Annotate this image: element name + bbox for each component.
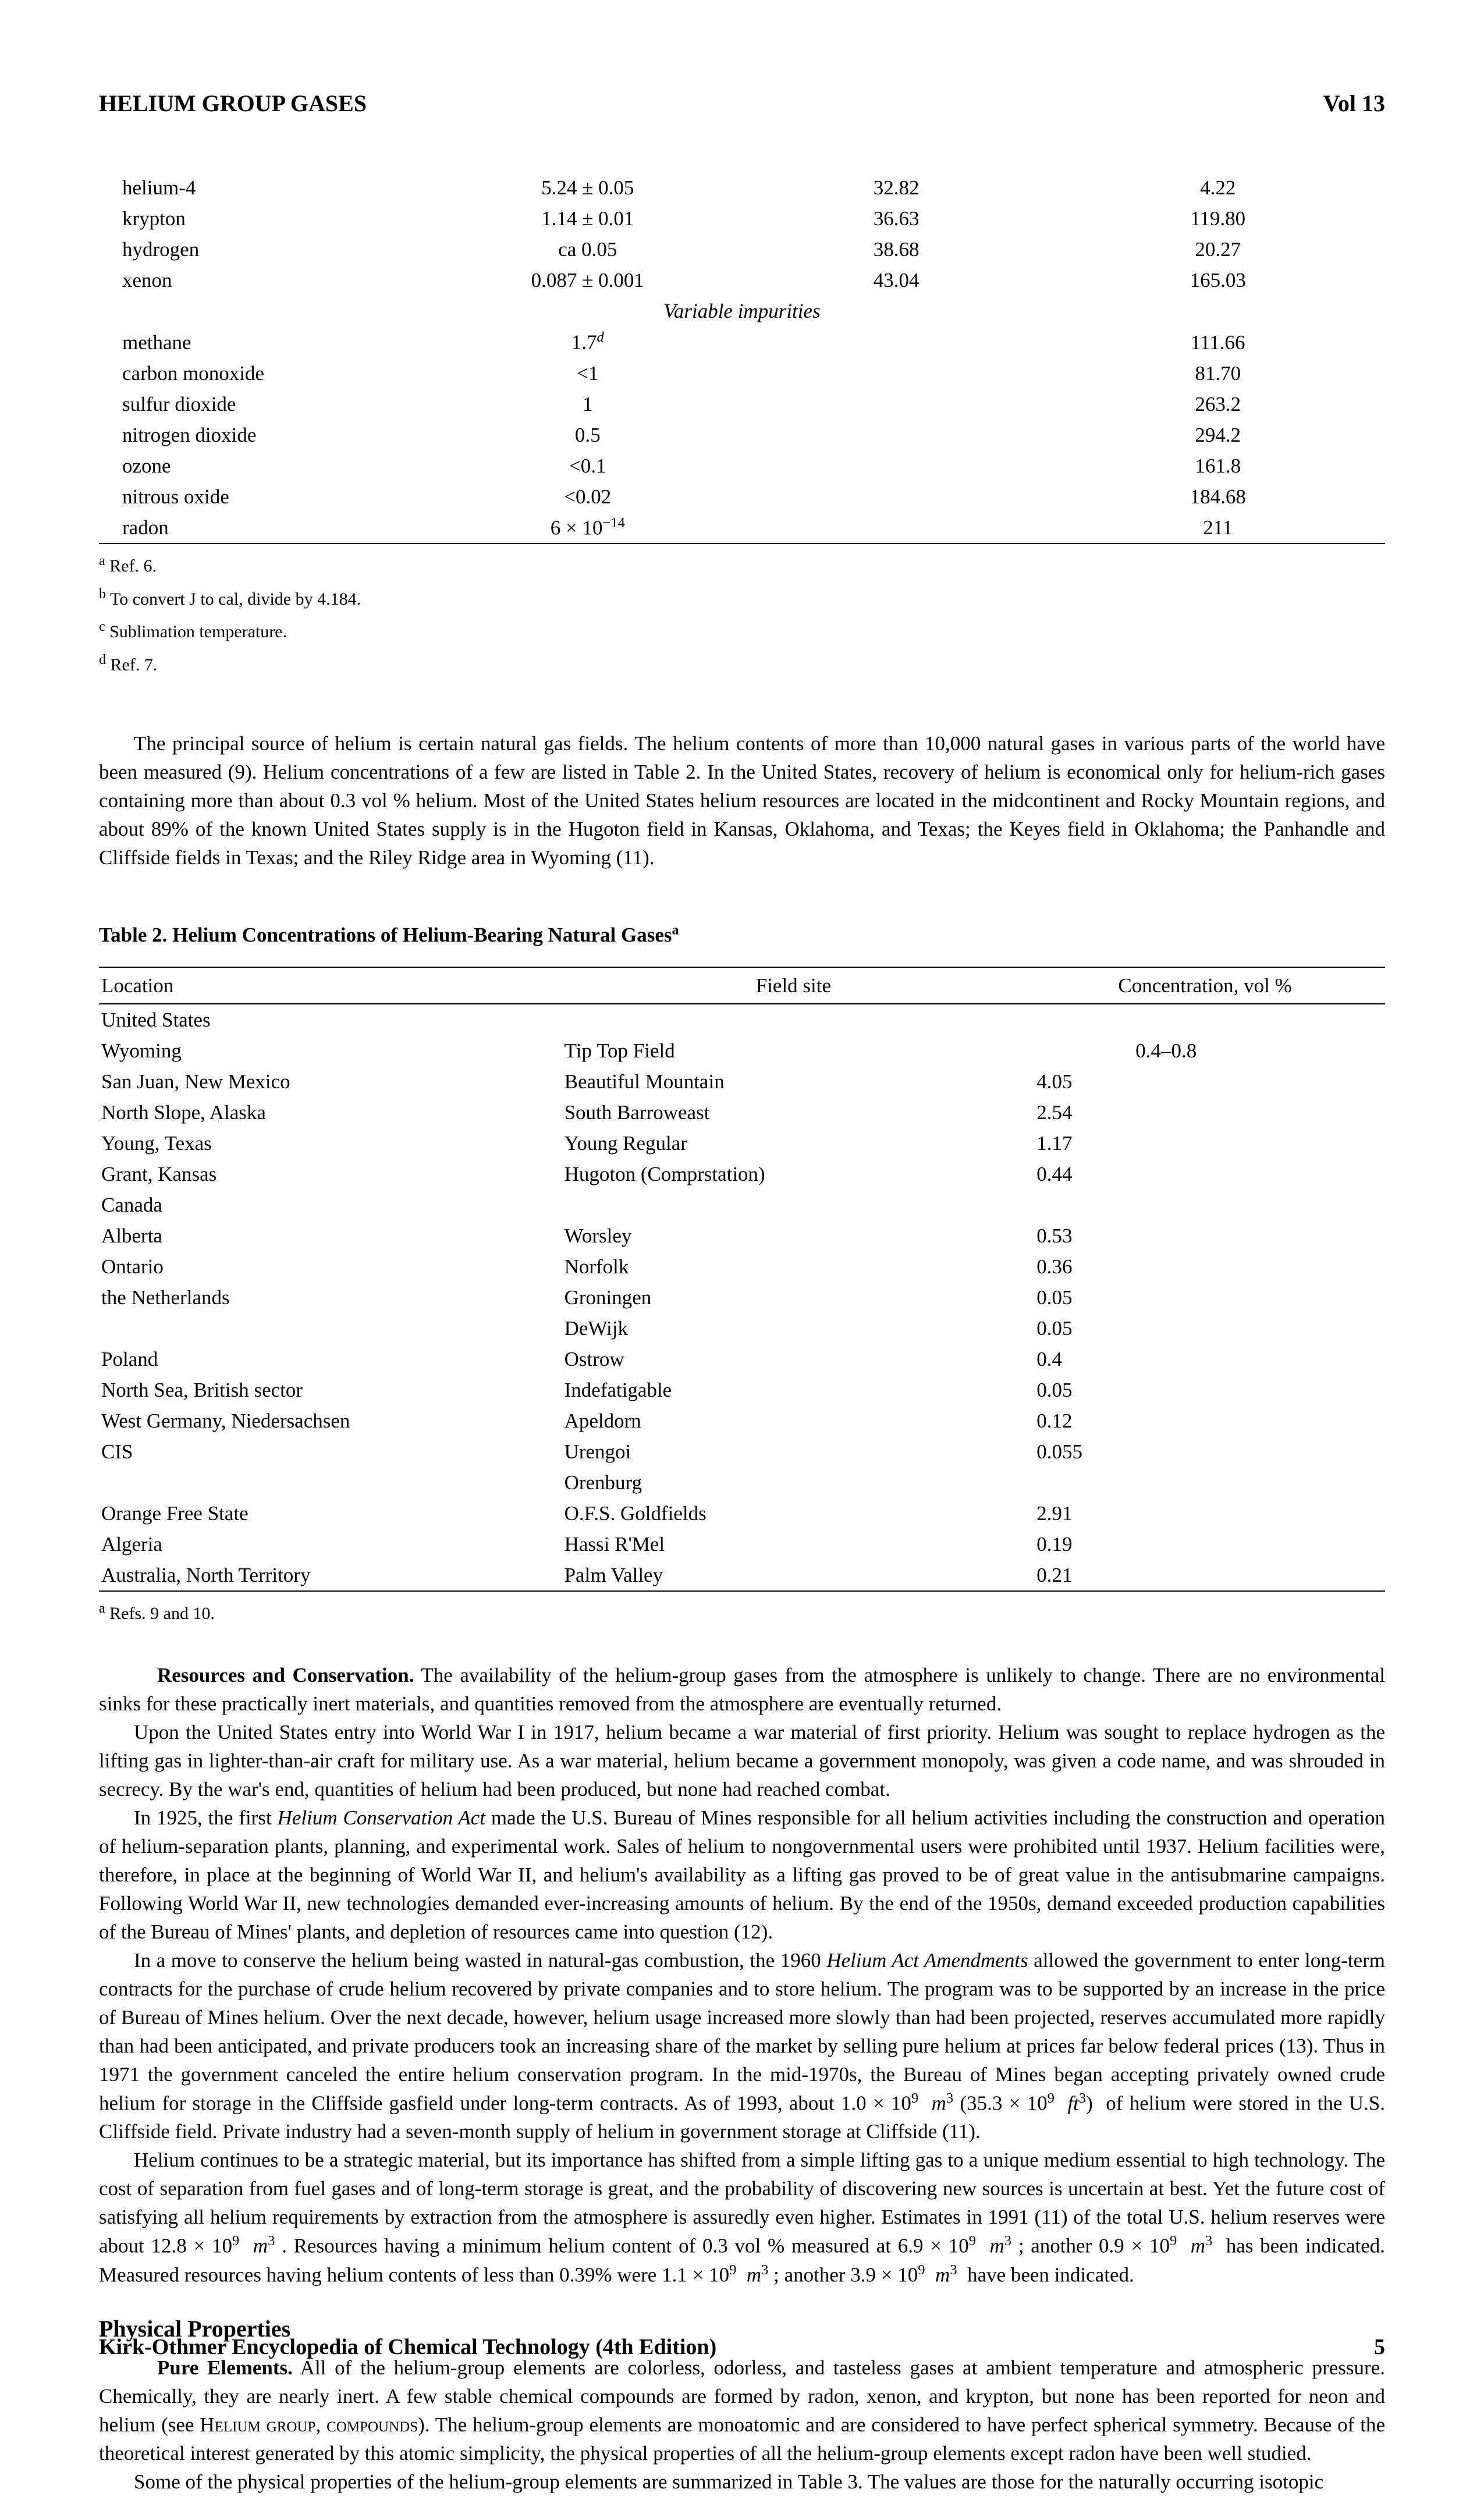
physprop-p2: Some of the physical properties of the h… [99, 2467, 1385, 2496]
table-2-row: PolandOstrow0.4 [99, 1344, 1385, 1375]
table-2-row: Australia, North TerritoryPalm Valley0.2… [99, 1560, 1385, 1591]
table-1-row: carbon monoxide<181.70 [99, 358, 1385, 389]
table-2-header: Field site [562, 967, 1025, 1004]
page-footer: Kirk-Othmer Encyclopedia of Chemical Tec… [99, 2332, 1385, 2363]
table-2-row: OntarioNorfolk0.36 [99, 1251, 1385, 1282]
table-2-row: WyomingTip Top Field0.4–0.8 [99, 1035, 1385, 1066]
table-2-header: Location [99, 967, 562, 1004]
table-1-row: xenon0.087 ± 0.00143.04165.03 [99, 265, 1385, 296]
table-2-row: North Sea, British sectorIndefatigable0.… [99, 1375, 1385, 1405]
header-volume: Vol 13 [1323, 87, 1385, 120]
table-2-row: North Slope, AlaskaSouth Barroweast2.54 [99, 1097, 1385, 1128]
table-2-row: San Juan, New MexicoBeautiful Mountain4.… [99, 1066, 1385, 1097]
table-1-row: methane1.7d111.66 [99, 326, 1385, 358]
table-2-row: United States [99, 1004, 1385, 1035]
resources-p2: Upon the United States entry into World … [99, 1718, 1385, 1803]
table-2-row: Orange Free StateO.F.S. Goldfields2.91 [99, 1498, 1385, 1529]
resources-p5: Helium continues to be a strategic mater… [99, 2146, 1385, 2289]
table-2-row: West Germany, NiedersachsenApeldorn0.12 [99, 1405, 1385, 1436]
table-1-row: hydrogenca 0.0538.6820.27 [99, 234, 1385, 265]
table-2-row: AlbertaWorsley0.53 [99, 1220, 1385, 1251]
table-2-footnote: a Refs. 9 and 10. [99, 1596, 1385, 1629]
physprop-p1: Pure Elements. All of the helium-group e… [99, 2353, 1385, 2467]
table-2-row: Grant, KansasHugoton (Comprstation)0.44 [99, 1159, 1385, 1190]
para-1: The principal source of helium is certai… [99, 729, 1385, 872]
table-2: LocationField siteConcentration, vol % U… [99, 967, 1385, 1592]
resources-p3: In 1925, the first Helium Conservation A… [99, 1803, 1385, 1946]
table-1-row: radon6 × 10−14211 [99, 512, 1385, 544]
table-1-row: nitrous oxide<0.02184.68 [99, 481, 1385, 512]
table-2-row: CISUrengoi0.055 [99, 1436, 1385, 1467]
table-2-row: DeWijk0.05 [99, 1313, 1385, 1344]
table-1-footnotes: a Ref. 6.b To convert J to cal, divide b… [99, 549, 1385, 680]
page-header: HELIUM GROUP GASES Vol 13 [99, 87, 1385, 120]
table-1-row: nitrogen dioxide0.5294.2 [99, 420, 1385, 450]
table-1-row: ozone<0.1161.8 [99, 450, 1385, 481]
resources-runin: Resources and Conservation. [157, 1664, 414, 1687]
table-1-section-label: Variable impurities [99, 296, 1385, 326]
resources-p1: Resources and Conservation. The availabi… [99, 1661, 1385, 1718]
footer-page: 5 [1374, 2332, 1385, 2363]
table-2-row: Canada [99, 1190, 1385, 1220]
table-1-row: krypton1.14 ± 0.0136.63119.80 [99, 203, 1385, 234]
header-title: HELIUM GROUP GASES [99, 87, 367, 120]
table-1-row: helium-45.24 ± 0.0532.824.22 [99, 172, 1385, 203]
table-2-row: AlgeriaHassi R'Mel0.19 [99, 1529, 1385, 1560]
table-2-header: Concentration, vol % [1025, 967, 1385, 1004]
table-2-row: Orenburg [99, 1467, 1385, 1498]
table-2-title: Table 2. Helium Concentrations of Helium… [99, 921, 1385, 949]
resources-p4: In a move to conserve the helium being w… [99, 1946, 1385, 2146]
table-1-row: sulfur dioxide1263.2 [99, 389, 1385, 420]
table-2-row: Young, TexasYoung Regular1.17 [99, 1128, 1385, 1159]
footer-text: Kirk-Othmer Encyclopedia of Chemical Tec… [99, 2332, 716, 2363]
table-1: helium-45.24 ± 0.0532.824.22krypton1.14 … [99, 172, 1385, 544]
table-2-row: the NetherlandsGroningen0.05 [99, 1282, 1385, 1313]
